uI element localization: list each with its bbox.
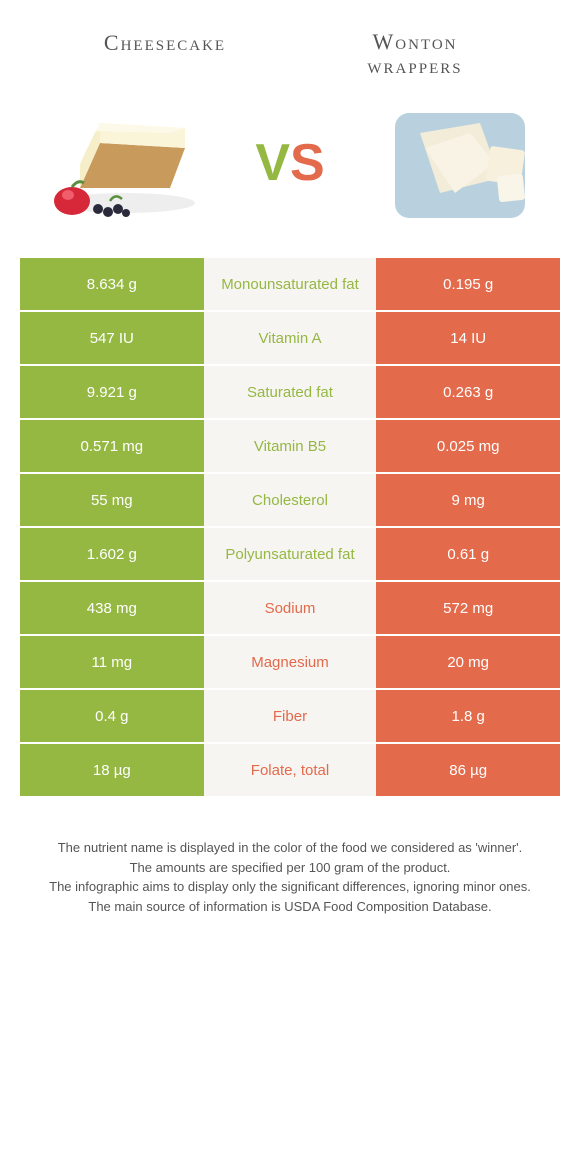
- nutrient-table: 8.634 gMonounsaturated fat0.195 g547 IUV…: [0, 258, 580, 798]
- value-left: 0.4 g: [20, 690, 204, 742]
- table-row: 438 mgSodium572 mg: [20, 582, 560, 636]
- nutrient-label: Magnesium: [204, 636, 377, 688]
- nutrient-label: Sodium: [204, 582, 377, 634]
- title-right: Wonton wrappers: [290, 30, 540, 78]
- table-row: 11 mgMagnesium20 mg: [20, 636, 560, 690]
- nutrient-label: Polyunsaturated fat: [204, 528, 377, 580]
- value-left: 438 mg: [20, 582, 204, 634]
- value-right: 14 IU: [376, 312, 560, 364]
- value-right: 9 mg: [376, 474, 560, 526]
- value-right: 0.195 g: [376, 258, 560, 310]
- nutrient-label: Folate, total: [204, 744, 377, 796]
- value-right: 0.263 g: [376, 366, 560, 418]
- value-right: 0.61 g: [376, 528, 560, 580]
- nutrient-label: Saturated fat: [204, 366, 377, 418]
- value-left: 55 mg: [20, 474, 204, 526]
- vs-s: S: [290, 133, 325, 193]
- nutrient-label: Fiber: [204, 690, 377, 742]
- vs-v: V: [255, 133, 290, 193]
- wonton-image: [370, 93, 550, 233]
- title-right-line1: Wonton: [373, 29, 458, 54]
- table-row: 1.602 gPolyunsaturated fat0.61 g: [20, 528, 560, 582]
- value-right: 1.8 g: [376, 690, 560, 742]
- value-left: 0.571 mg: [20, 420, 204, 472]
- footnote-line: The main source of information is USDA F…: [30, 897, 550, 917]
- footnote-line: The amounts are specified per 100 gram o…: [30, 858, 550, 878]
- nutrient-label: Monounsaturated fat: [204, 258, 377, 310]
- header: Cheesecake Wonton wrappers: [0, 0, 580, 88]
- table-row: 55 mgCholesterol9 mg: [20, 474, 560, 528]
- value-right: 86 µg: [376, 744, 560, 796]
- value-left: 547 IU: [20, 312, 204, 364]
- value-right: 0.025 mg: [376, 420, 560, 472]
- nutrient-label: Vitamin A: [204, 312, 377, 364]
- value-left: 11 mg: [20, 636, 204, 688]
- value-left: 9.921 g: [20, 366, 204, 418]
- footnotes: The nutrient name is displayed in the co…: [0, 798, 580, 936]
- footnote-line: The infographic aims to display only the…: [30, 877, 550, 897]
- table-row: 547 IUVitamin A14 IU: [20, 312, 560, 366]
- value-left: 8.634 g: [20, 258, 204, 310]
- nutrient-label: Vitamin B5: [204, 420, 377, 472]
- title-left: Cheesecake: [40, 30, 290, 78]
- footnote-line: The nutrient name is displayed in the co…: [30, 838, 550, 858]
- table-row: 0.571 mgVitamin B50.025 mg: [20, 420, 560, 474]
- cheesecake-image: [30, 93, 210, 233]
- table-row: 0.4 gFiber1.8 g: [20, 690, 560, 744]
- value-left: 1.602 g: [20, 528, 204, 580]
- table-row: 18 µgFolate, total86 µg: [20, 744, 560, 798]
- value-left: 18 µg: [20, 744, 204, 796]
- nutrient-label: Cholesterol: [204, 474, 377, 526]
- table-row: 8.634 gMonounsaturated fat0.195 g: [20, 258, 560, 312]
- vs-badge: VS: [255, 133, 324, 193]
- title-right-line2: wrappers: [367, 53, 462, 78]
- images-row: VS: [0, 88, 580, 258]
- table-row: 9.921 gSaturated fat0.263 g: [20, 366, 560, 420]
- value-right: 572 mg: [376, 582, 560, 634]
- value-right: 20 mg: [376, 636, 560, 688]
